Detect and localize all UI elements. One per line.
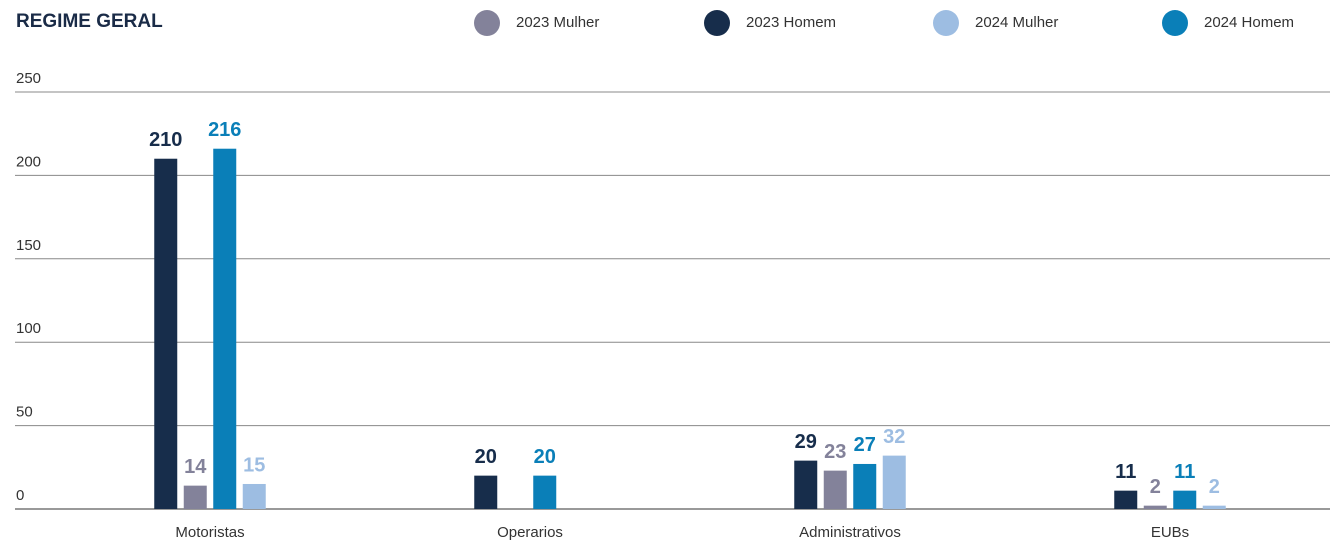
value-label: 210 [149,129,182,151]
bar [882,455,906,509]
bar [823,470,847,509]
value-label: 27 [854,434,876,456]
y-tick-label: 150 [16,237,41,254]
chart-title: REGIME GERAL [16,11,163,32]
value-label: 11 [1115,461,1136,483]
bar [1202,505,1226,509]
value-label: 14 [184,456,207,478]
legend-swatch [1162,10,1188,36]
legend-swatch [474,10,500,36]
legend-swatch [704,10,730,36]
bar [1173,490,1197,509]
x-tick-label: Motoristas [175,524,244,541]
bar [183,485,207,509]
y-tick-label: 250 [16,70,41,87]
value-label: 20 [475,446,497,468]
bar [154,158,178,509]
y-tick-label: 0 [16,487,24,504]
legend-label: 2023 Homem [746,14,836,31]
bar [1114,490,1138,509]
value-label: 32 [883,426,905,448]
value-label: 29 [795,431,817,453]
value-label: 23 [824,441,846,463]
bar [242,483,266,509]
value-label: 20 [534,446,556,468]
value-label: 15 [243,454,265,476]
x-tick-label: Administrativos [799,524,901,541]
value-label: 2 [1209,476,1220,498]
value-label: 2 [1150,476,1161,498]
y-tick-label: 200 [16,153,41,170]
legend-label: 2024 Homem [1204,14,1294,31]
bar [474,475,498,509]
value-label: 11 [1174,461,1195,483]
bar [853,463,877,509]
y-tick-label: 100 [16,320,41,337]
legend-label: 2023 Mulher [516,14,599,31]
legend-label: 2024 Mulher [975,14,1058,31]
bar [533,475,557,509]
x-tick-label: EUBs [1151,524,1189,541]
legend-swatch [933,10,959,36]
value-label: 216 [208,119,241,141]
bar [794,460,818,509]
bar [1143,505,1167,509]
bar [213,148,237,509]
x-tick-label: Operarios [497,524,563,541]
y-tick-label: 50 [16,404,33,421]
